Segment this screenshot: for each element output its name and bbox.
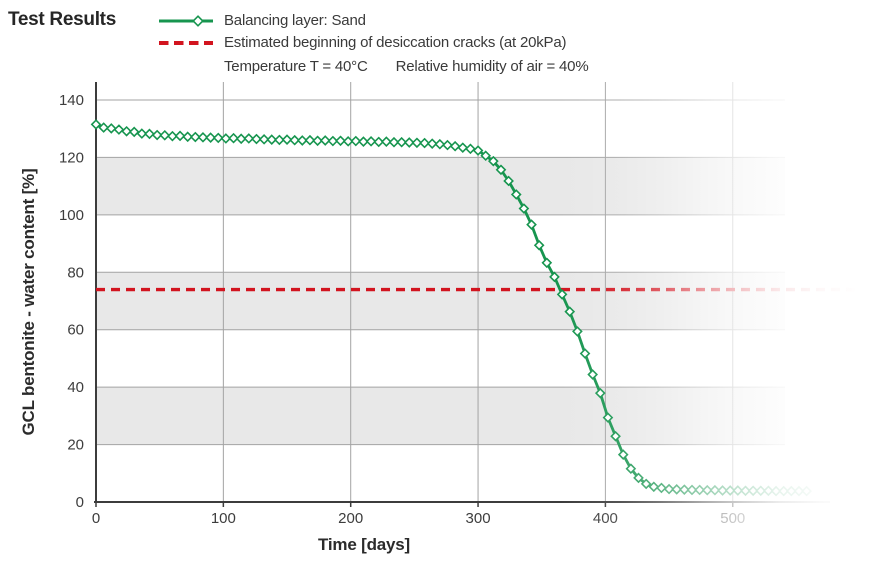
y-tick-label: 0 [76,494,84,511]
x-tick-label: 200 [338,510,363,527]
diamond-marker [472,145,484,156]
diamond-marker [319,135,331,146]
y-tick-label: 20 [67,437,84,454]
diamond-marker [205,132,216,143]
x-axis-label: Time [days] [318,535,410,554]
diamond-marker [388,136,400,148]
legend-item-threshold: Estimated beginning of desiccation crack… [158,34,566,51]
diamond-marker [533,239,545,251]
condition-temperature: Temperature T = 40°C [224,58,368,75]
y-tick-label: 40 [67,379,84,396]
legend-swatch-solid-line-icon [159,14,213,27]
diamond-marker [358,136,369,147]
diamond-marker [281,134,293,145]
diamond-marker [373,136,385,148]
diamond-marker [136,128,148,139]
x-tick-label: 100 [211,510,236,527]
diamond-marker [289,134,300,146]
diamond-marker [159,129,171,141]
diamond-marker [212,132,224,144]
test-conditions: Temperature T = 40°C Relative humidity o… [224,58,589,75]
fade-overlay [560,78,880,567]
diamond-marker [174,130,186,142]
diamond-marker [335,135,346,147]
diamond-marker [251,133,262,145]
diamond-marker [121,125,132,137]
diamond-marker [243,133,255,144]
diamond-marker [510,189,522,200]
diamond-marker [197,131,209,143]
diamond-marker [296,135,308,146]
diamond-marker [220,133,232,144]
diamond-marker [434,138,446,150]
x-tick-label: 0 [92,510,100,527]
legend-swatch-dashed-line-icon [159,40,213,45]
y-tick-label: 100 [59,207,84,224]
diamond-marker [235,133,247,145]
diamond-marker [449,140,461,152]
condition-humidity: Relative humidity of air = 40% [395,58,589,75]
diamond-marker [549,271,560,283]
diamond-marker [90,119,102,130]
diamond-marker [350,135,362,147]
diamond-marker [258,134,270,145]
diamond-marker [190,131,201,143]
diamond-marker [495,164,507,176]
y-tick-label: 80 [67,264,84,281]
diamond-marker [266,134,278,145]
diamond-marker [342,136,354,147]
diamond-marker [167,130,178,142]
diamond-marker [541,257,553,269]
diamond-marker [304,134,316,146]
y-tick-labels: 0 20 40 60 80 100 120 140 [59,92,84,511]
diamond-marker [144,128,155,140]
diamond-marker [274,134,285,146]
diamond-marker [396,136,407,148]
diamond-marker [457,142,469,153]
diamond-marker [365,136,377,147]
diamond-marker [419,137,430,149]
diamond-marker [480,150,492,162]
diamond-marker [381,136,392,147]
legend-label-threshold: Estimated beginning of desiccation crack… [224,34,567,51]
legend-item-sand: Balancing layer: Sand [158,12,366,29]
diamond-marker [411,137,423,149]
x-tick-label: 300 [466,510,491,527]
diamond-marker [151,129,163,141]
diamond-marker [403,137,415,148]
diamond-marker [98,122,109,133]
diamond-marker [465,143,476,155]
diamond-marker [503,175,514,187]
diamond-marker [113,124,125,135]
diamond-marker [426,138,438,149]
diamond-marker [228,132,239,144]
diamond-marker [105,123,117,134]
diamond-marker [128,126,140,138]
y-tick-label: 140 [59,92,84,109]
diamond-marker [488,155,499,167]
legend-label-sand: Balancing layer: Sand [224,12,366,29]
chart-title: Test Results [8,9,116,30]
diamond-marker [442,139,453,151]
diamond-marker [518,203,530,214]
diamond-marker [312,135,323,147]
diamond-marker [526,219,537,230]
diamond-marker [182,131,194,143]
y-tick-label: 120 [59,149,84,166]
diamond-marker [327,135,339,147]
y-tick-label: 60 [67,322,84,339]
